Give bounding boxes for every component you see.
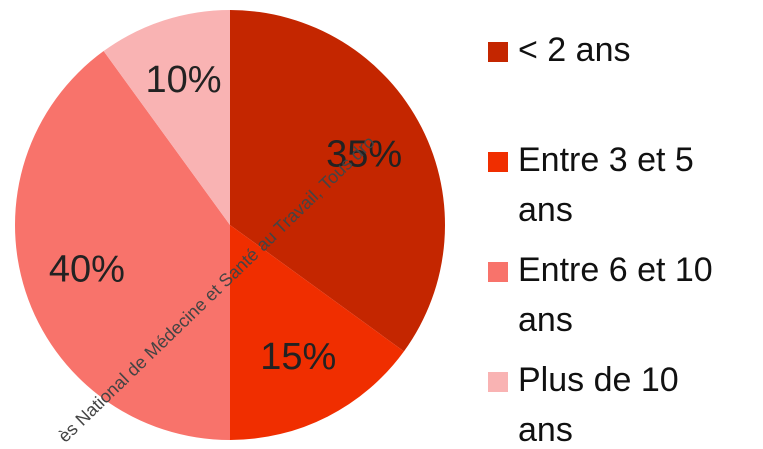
slice-label: 10% (145, 59, 221, 101)
legend-swatch (488, 262, 508, 282)
slice-label: 40% (49, 249, 125, 291)
slice-label: 35% (326, 134, 402, 176)
legend-swatch (488, 42, 508, 62)
legend-swatch (488, 152, 508, 172)
pie-slice (14, 51, 230, 441)
pie-slice (230, 10, 445, 352)
slice-label: 15% (260, 336, 336, 378)
legend-label: Entre 3 et 5 ans (518, 141, 694, 229)
legend-swatch (488, 372, 508, 392)
legend: < 2 ans Entre 3 et 5 ans Entre 6 et 10 ans Pl… (488, 31, 713, 449)
pie-slice (230, 225, 404, 440)
legend-label: Entre 6 et 10 ans (518, 251, 713, 339)
legend-label: Plus de 10 ans (518, 361, 679, 449)
pie-labels: 35% 15% 40% 10% (49, 59, 402, 378)
pie (14, 10, 445, 441)
pie-slice (103, 10, 230, 225)
legend-label: < 2 ans (518, 31, 630, 69)
